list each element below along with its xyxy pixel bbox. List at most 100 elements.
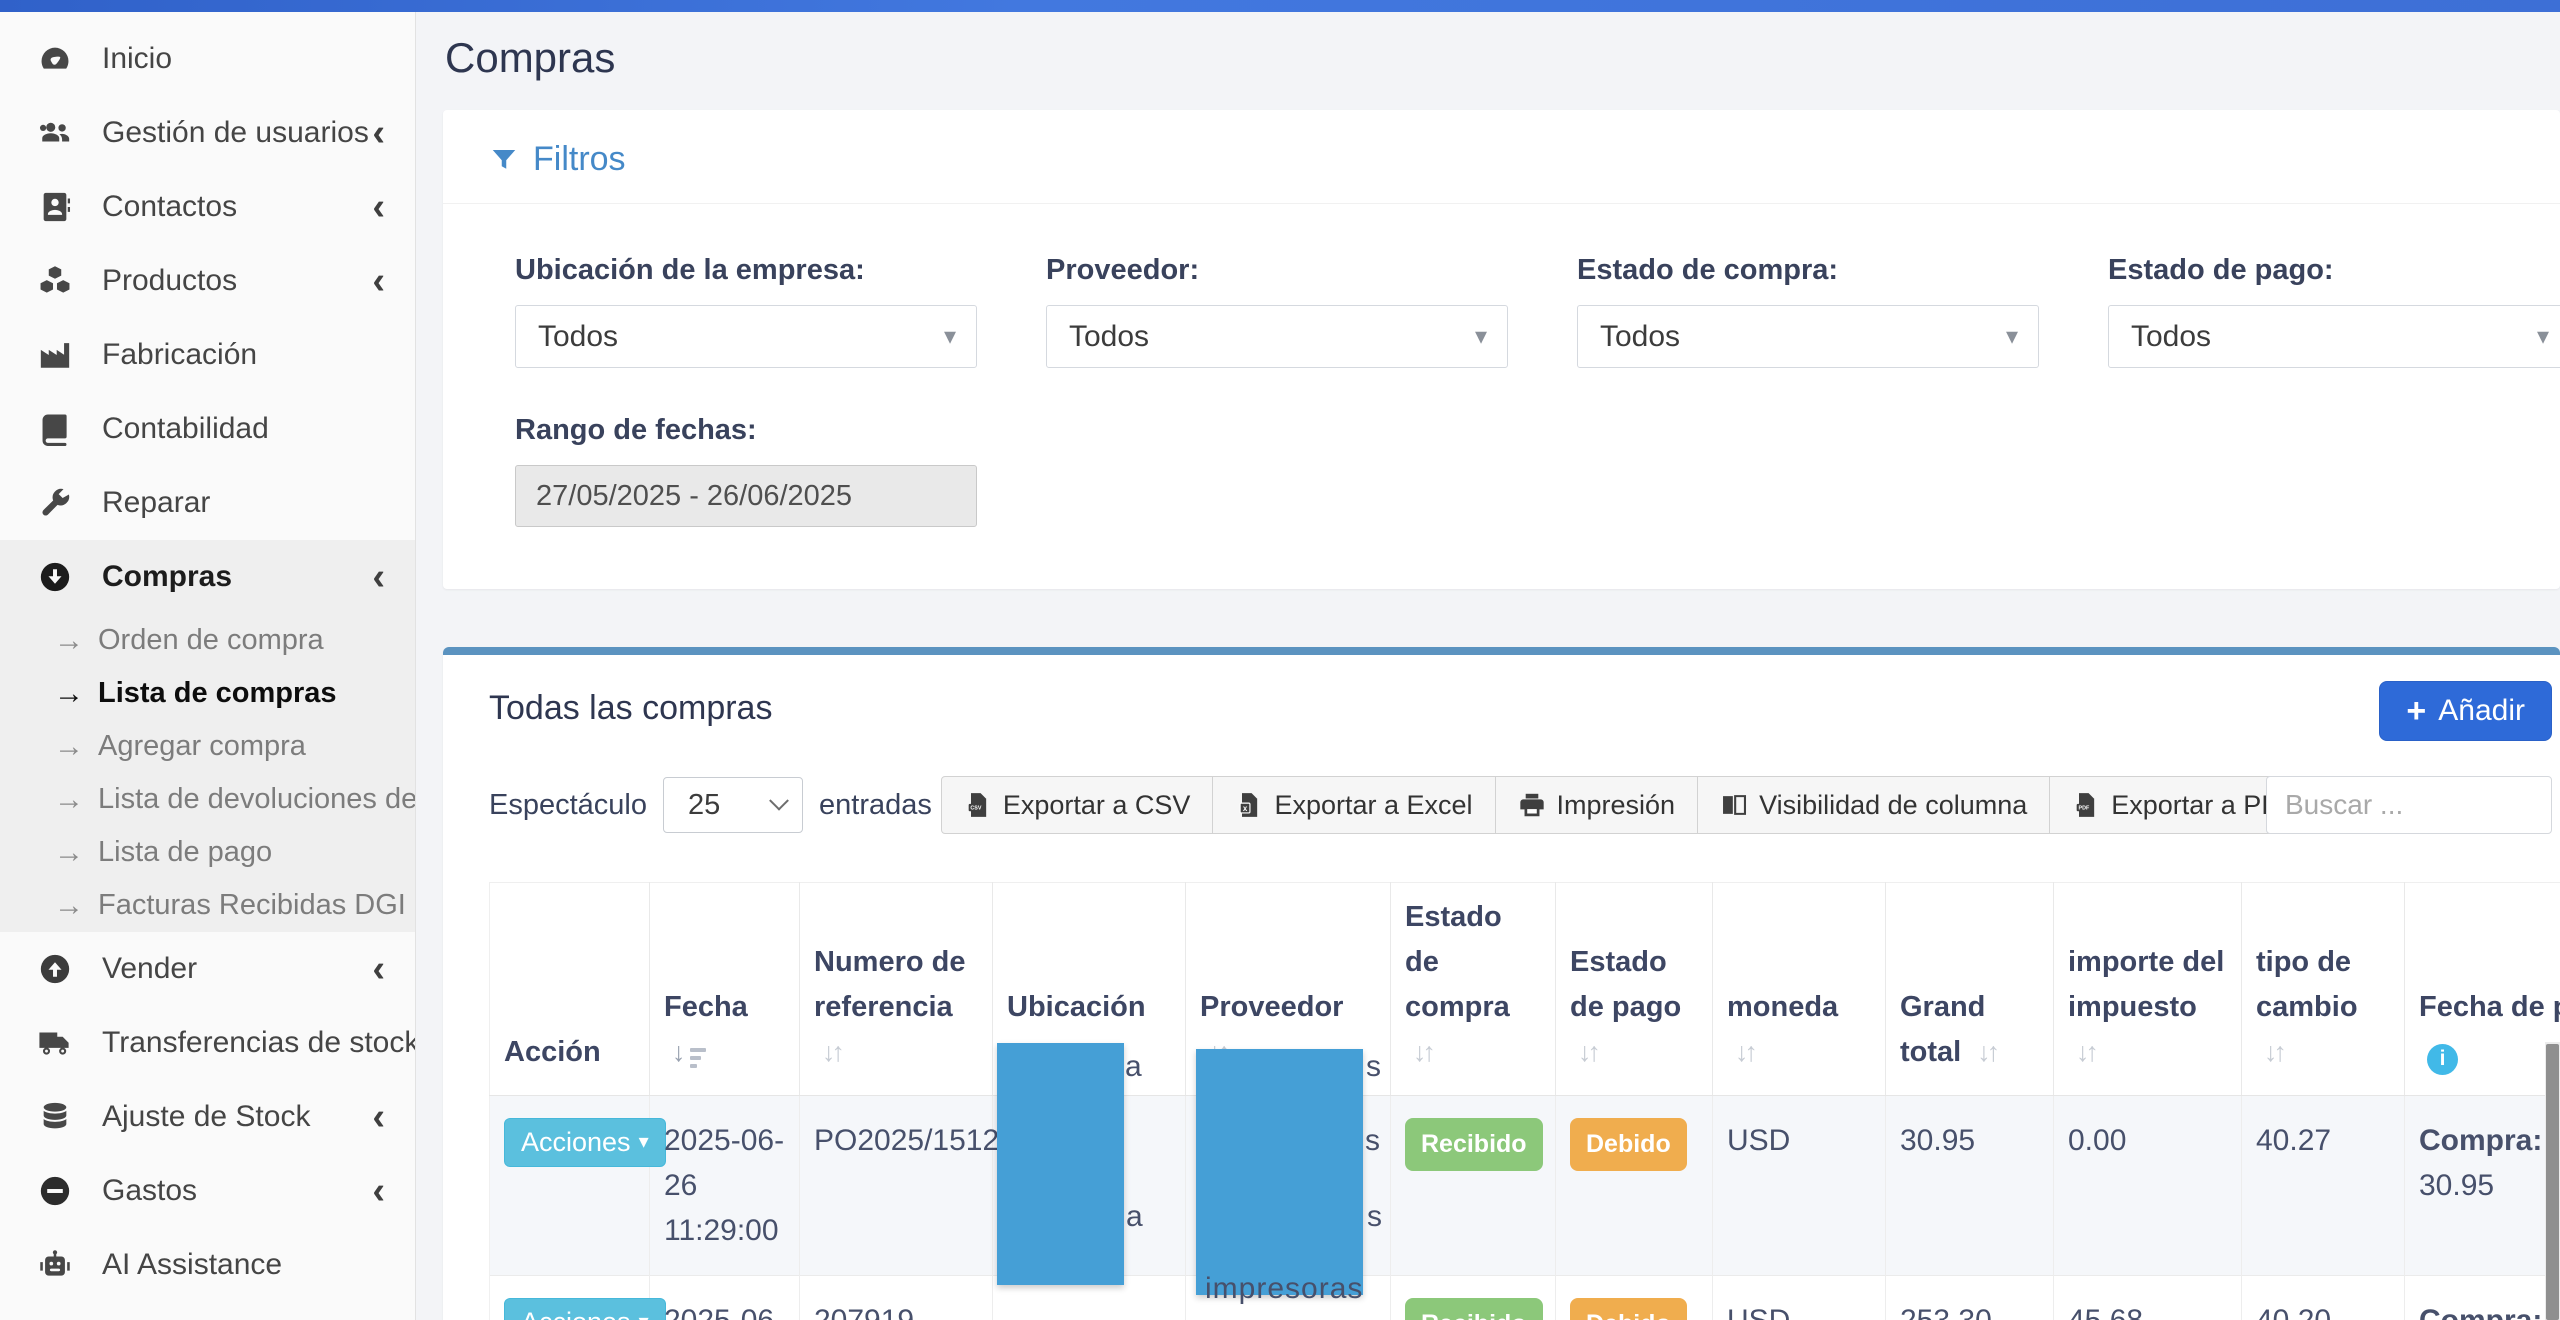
cell-value: 45.68 [2068, 1304, 2143, 1320]
sidebar-item-label: Ajuste de Stock [102, 1100, 311, 1133]
sidebar-subitem-lista-de-devoluciones-de-comp[interactable]: → Lista de devoluciones de comp [0, 773, 415, 826]
sidebar-item-contactos[interactable]: Contactos ‹ [0, 170, 415, 244]
scrollbar-thumb[interactable] [2546, 1044, 2559, 1320]
filters-header: Filtros [443, 110, 2560, 204]
cell-value: 40.27 [2256, 1123, 2332, 1157]
filter-label: Estado de compra: [1577, 254, 1839, 286]
filter-select-estado-de-compra[interactable]: Todos ▾ [1577, 305, 2039, 368]
add-button[interactable]: + Añadir [2379, 681, 2552, 741]
sidebar-item-fabricacion[interactable]: Fabricación [0, 318, 415, 392]
search-input[interactable] [2266, 776, 2552, 834]
filters-heading: Filtros [533, 140, 626, 178]
column-header-accion[interactable]: Acción [489, 882, 650, 1096]
column-header-fecha-de-pago[interactable]: Fecha de pago i [2404, 882, 2560, 1096]
sidebar-item-ai-assistance[interactable]: AI Assistance [0, 1228, 415, 1302]
payment-label: Compra: [2419, 1304, 2542, 1320]
redacted-text-fragment: s [1365, 1124, 1380, 1157]
book-icon [38, 412, 78, 446]
cell-numero-de-referencia: PO2025/1512 [799, 1095, 999, 1276]
length-prefix: Espectáculo [489, 788, 647, 821]
sidebar-section-gastos: Gastos ‹ [0, 1154, 415, 1228]
sidebar-item-reparar[interactable]: Reparar [0, 466, 415, 540]
truck-icon [38, 1026, 78, 1060]
sort-icon: ↓↑ [1578, 1036, 1601, 1067]
column-header-tipo-de-cambio[interactable]: tipo de cambio ↓↑ [2241, 882, 2405, 1096]
sidebar-item-informes[interactable]: Informes‹ [0, 1302, 415, 1320]
svg-text:CSV: CSV [970, 806, 981, 812]
sidebar-item-label: Transferencias de stock [102, 1026, 416, 1059]
sidebar-item-inicio[interactable]: Inicio [0, 22, 415, 96]
cell-value: 40.20 [2256, 1304, 2331, 1320]
actions-dropdown-button[interactable]: Acciones▾ [504, 1117, 666, 1167]
cell-estado-de-pago: Debido [1555, 1095, 1713, 1276]
column-header-moneda[interactable]: moneda ↓↑ [1712, 882, 1886, 1096]
cell-value: 30.95 [1900, 1123, 1976, 1157]
column-label: Ubicación [1007, 990, 1146, 1023]
sidebar-subitem-label: Agregar compra [98, 730, 306, 762]
sort-desc-icon: ↓ [672, 1032, 706, 1074]
redaction-block-ubicacion [997, 1043, 1124, 1285]
filter-field-estado-de-compra: Estado de compra: Todos ▾ [1577, 254, 2108, 368]
sidebar-item-ajuste-de-stock[interactable]: Ajuste de Stock ‹ [0, 1080, 415, 1154]
sidebar-item-gestion-de-usuarios[interactable]: Gestión de usuarios ‹ [0, 96, 415, 170]
column-header-estado-de-compra[interactable]: Estado de compra ↓↑ [1390, 882, 1556, 1096]
column-header-numero-de-referencia[interactable]: Numero de referencia ↓↑ [799, 882, 993, 1096]
actions-dropdown-button[interactable]: Acciones▾ [504, 1297, 666, 1320]
exportar-a-excel-button[interactable]: x Exportar a Excel [1212, 776, 1496, 834]
arrow-circle-down-icon [38, 560, 78, 594]
cell-fecha: 2025-06-26 11:29:00 [649, 1095, 800, 1276]
column-header-grand-total[interactable]: Grand total ↓↑ [1885, 882, 2054, 1096]
sidebar-subitem-lista-de-compras[interactable]: → Lista de compras [0, 667, 415, 720]
sidebar-subitem-label: Orden de compra [98, 624, 324, 656]
column-label: tipo de cambio [2256, 945, 2358, 1023]
filter-select-proveedor[interactable]: Todos ▾ [1046, 305, 1508, 368]
cell-value: 2025-06-25 15:52:00 [664, 1304, 784, 1320]
cell-value: 2025-06-26 11:29:00 [664, 1123, 785, 1247]
file-excel-icon: x [1235, 791, 1263, 819]
sidebar-subitem-agregar-compra[interactable]: → Agregar compra [0, 720, 415, 773]
filter-icon [492, 149, 516, 169]
sidebar-item-compras[interactable]: Compras ‹ [0, 540, 415, 614]
robot-icon [38, 1248, 78, 1282]
sidebar-item-label: Vender [102, 952, 198, 985]
exportar-a-csv-button[interactable]: CSV Exportar a CSV [940, 776, 1214, 834]
sidebar-subitem-facturas-recibidas-dgi[interactable]: → Facturas Recibidas DGI [0, 879, 415, 932]
column-label: Grand total [1900, 990, 1986, 1068]
cell-moneda: USD [1712, 1095, 1886, 1276]
sidebar-item-gastos[interactable]: Gastos ‹ [0, 1154, 415, 1228]
arrow-circle-up-icon [38, 952, 78, 986]
sidebar-item-transferencias-de-stock[interactable]: Transferencias de stock‹ [0, 1006, 415, 1080]
sidebar: Inicio Gestión de usuarios ‹ Contactos ‹ Prod… [0, 12, 416, 1320]
filter-field-ubicacion-de-la-empresa: Ubicación de la empresa: Todos ▾ [515, 254, 1046, 368]
sidebar-item-label: Productos [102, 264, 238, 297]
column-header-fecha[interactable]: Fecha ↓ [649, 882, 800, 1096]
column-header-importe-del-impuesto[interactable]: importe del impuesto ↓↑ [2053, 882, 2242, 1096]
sidebar-item-vender[interactable]: Vender ‹ [0, 932, 415, 1006]
column-header-estado-de-pago[interactable]: Estado de pago ↓↑ [1555, 882, 1713, 1096]
minus-circle-icon [38, 1174, 78, 1208]
sidebar-section-contactos: Contactos ‹ [0, 170, 415, 244]
sidebar-item-contabilidad[interactable]: Contabilidad [0, 392, 415, 466]
filter-select-ubicacion-de-la-empresa[interactable]: Todos ▾ [515, 305, 977, 368]
filter-select-estado-de-pago[interactable]: Todos ▾ [2108, 305, 2560, 368]
sidebar-item-label: Compras [102, 560, 233, 593]
page-length-select[interactable]: 25 [663, 777, 803, 833]
dropdown-arrow-icon: ▾ [943, 323, 956, 350]
info-icon[interactable]: i [2427, 1043, 2458, 1075]
filter-label: Estado de pago: [2108, 254, 2334, 286]
sidebar-item-label: Inicio [102, 42, 173, 75]
date-range-input[interactable] [515, 465, 977, 527]
cell-value: USD [1727, 1123, 1791, 1157]
visibilidad-de-columna-button[interactable]: Visibilidad de columna [1697, 776, 2051, 834]
impresion-button[interactable]: Impresión [1494, 776, 1699, 834]
sidebar-item-productos[interactable]: Productos ‹ [0, 244, 415, 318]
sidebar-section-informes: Informes‹ [0, 1302, 415, 1320]
redacted-text-fragment: s [1367, 1200, 1382, 1233]
cell-importe-del-impuesto: 45.68 [2053, 1274, 2242, 1320]
sidebar-subitem-lista-de-pago[interactable]: → Lista de pago [0, 826, 415, 879]
sort-icon: ↓↑ [2076, 1036, 2099, 1067]
sidebar-subitem-orden-de-compra[interactable]: → Orden de compra [0, 614, 415, 667]
purchase-status-badge: Recibido [1405, 1117, 1543, 1172]
gauge-icon [38, 42, 78, 76]
sidebar-item-label: Gestión de usuarios [102, 116, 369, 149]
